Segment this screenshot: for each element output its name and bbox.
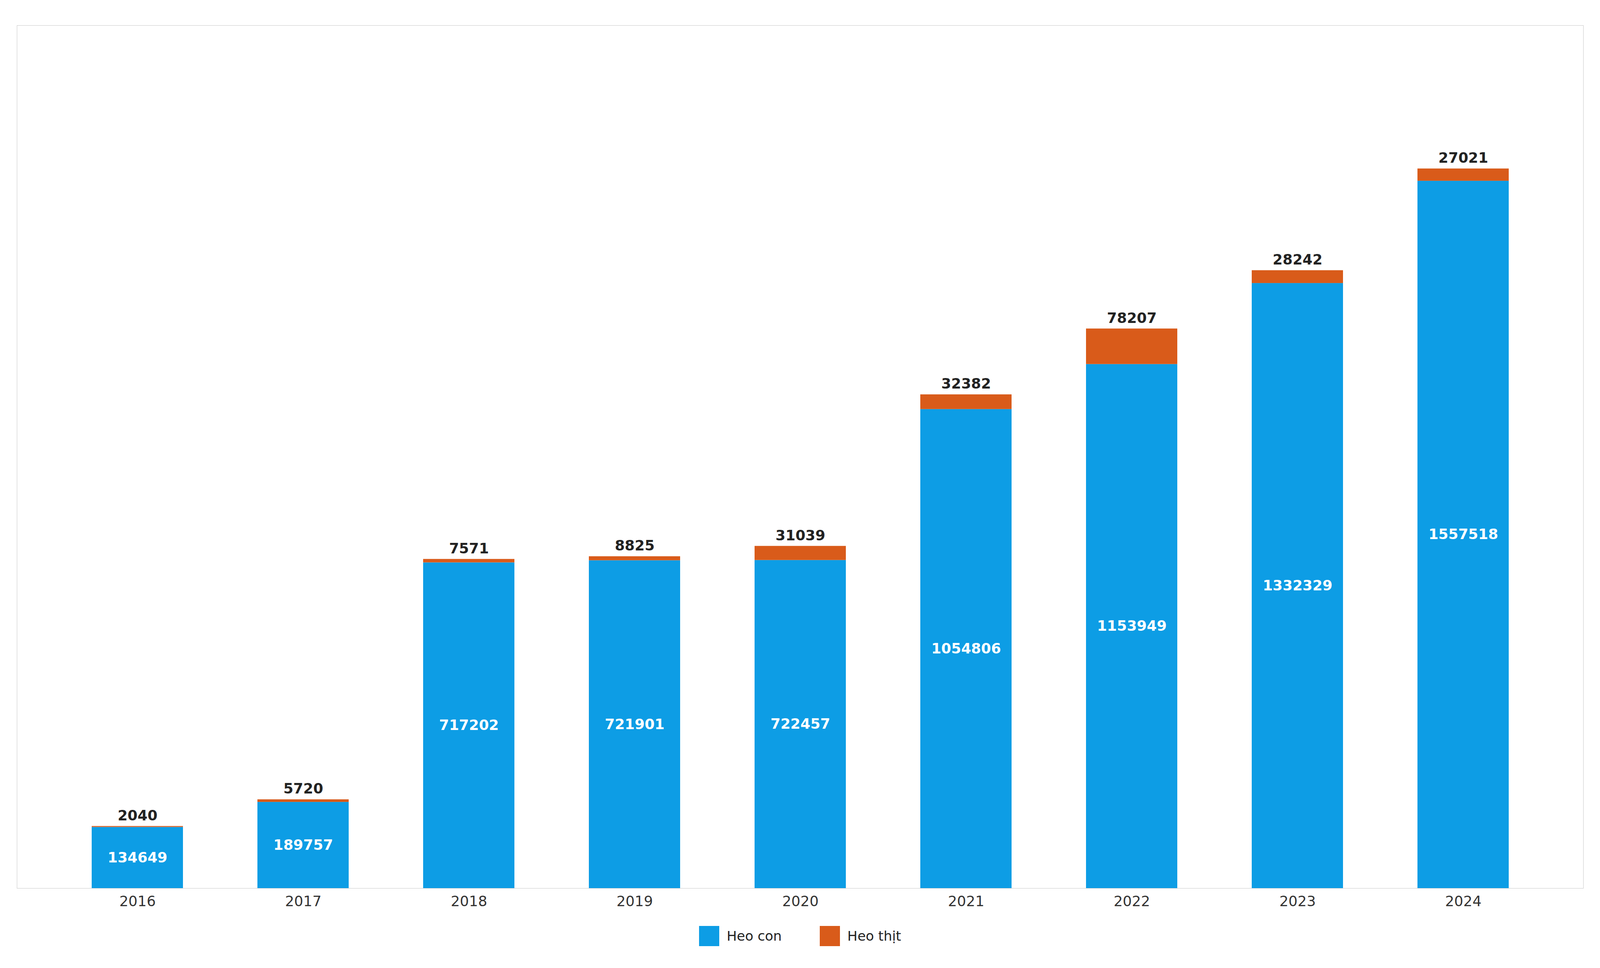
svg-text:1557518: 1557518: [1428, 525, 1499, 543]
svg-text:2016: 2016: [119, 892, 157, 910]
svg-text:717202: 717202: [439, 716, 499, 734]
svg-text:2017: 2017: [285, 892, 322, 910]
svg-text:2040: 2040: [117, 807, 158, 824]
svg-text:8825: 8825: [614, 537, 655, 554]
svg-text:2023: 2023: [1279, 892, 1317, 910]
svg-text:2018: 2018: [450, 892, 488, 910]
svg-text:31039: 31039: [775, 527, 826, 544]
html-text:Heo thịt: Heo thịt: [847, 928, 902, 945]
html-text:Heo con: Heo con: [726, 928, 782, 945]
svg-text:7571: 7571: [449, 540, 490, 557]
svg-text:721901: 721901: [604, 715, 665, 733]
svg-text:189757: 189757: [273, 836, 334, 854]
svg-text:78207: 78207: [1107, 309, 1157, 327]
svg-text:1153949: 1153949: [1096, 617, 1167, 635]
svg-text:5720: 5720: [283, 780, 324, 798]
svg-text:2024: 2024: [1445, 892, 1482, 910]
svg-text:1054806: 1054806: [931, 640, 1002, 657]
svg-text:2020: 2020: [782, 892, 819, 910]
svg-text:2019: 2019: [616, 892, 654, 910]
svg-text:32382: 32382: [941, 375, 991, 393]
svg-text:1332329: 1332329: [1262, 577, 1333, 594]
svg-text:722457: 722457: [770, 715, 831, 733]
svg-text:134649: 134649: [107, 849, 168, 867]
svg-text:2022: 2022: [1113, 892, 1151, 910]
svg-text:27021: 27021: [1438, 149, 1489, 167]
svg-text:28242: 28242: [1272, 251, 1323, 268]
svg-text:2021: 2021: [948, 892, 985, 910]
